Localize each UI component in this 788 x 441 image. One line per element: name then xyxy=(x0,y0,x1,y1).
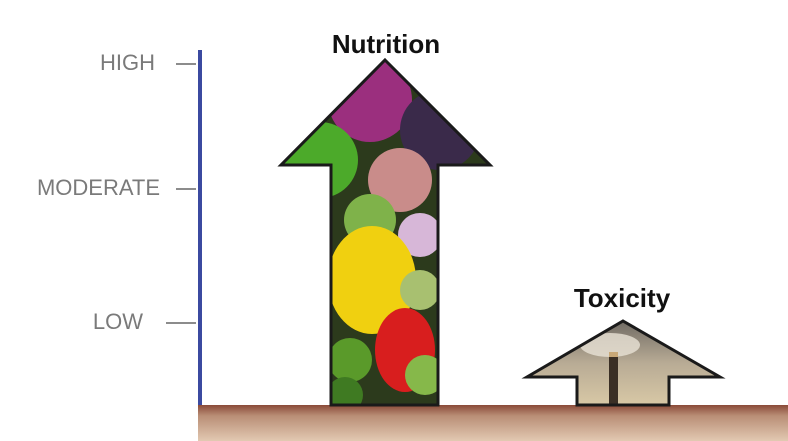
scale-label: HIGH xyxy=(100,50,155,75)
page: {"scale": {"labels": ["HIGH", "MODERATE"… xyxy=(0,0,788,441)
toxicity-arrow xyxy=(525,320,722,406)
scale: HIGH MODERATE LOW xyxy=(37,50,196,334)
scale-label: MODERATE xyxy=(37,175,160,200)
scale-label: LOW xyxy=(93,309,143,334)
ground xyxy=(198,405,788,441)
arrow-label: Nutrition xyxy=(332,29,440,59)
nutrition-arrow xyxy=(280,58,492,413)
diagram: HIGH MODERATE LOW Nutrition Toxicity xyxy=(0,0,788,441)
arrow-label: Toxicity xyxy=(574,283,671,313)
